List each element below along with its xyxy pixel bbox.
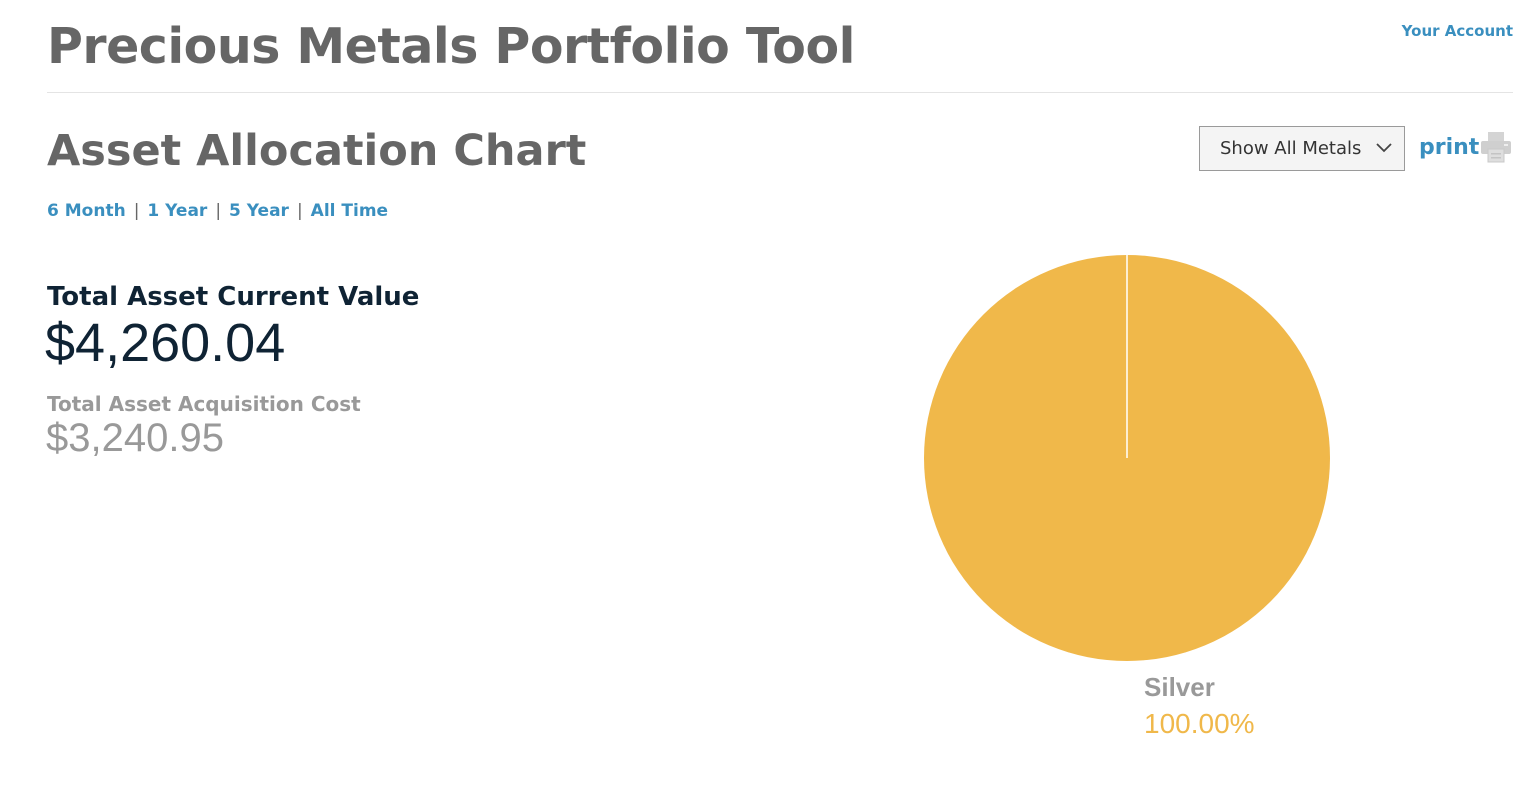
period-all-time[interactable]: All Time (310, 201, 389, 221)
period-6-month[interactable]: 6 Month (47, 201, 126, 221)
allocation-pie-chart (922, 253, 1332, 667)
period-selector: 6 Month | 1 Year | 5 Year | All Time (47, 201, 388, 221)
print-link[interactable]: print (1419, 135, 1480, 160)
period-1-year[interactable]: 1 Year (147, 201, 208, 221)
acquisition-cost-value: $3,240.95 (46, 416, 224, 460)
slice-label-silver: Silver (1144, 672, 1215, 702)
slice-percent-silver: 100.00% (1144, 708, 1255, 739)
acquisition-cost-label: Total Asset Acquisition Cost (47, 392, 361, 416)
your-account-link[interactable]: Your Account (1401, 22, 1513, 40)
printer-icon[interactable] (1480, 131, 1512, 163)
current-value: $4,260.04 (45, 313, 286, 373)
current-value-label: Total Asset Current Value (47, 282, 420, 312)
period-5-year[interactable]: 5 Year (229, 201, 289, 221)
page-title: Precious Metals Portfolio Tool (47, 18, 855, 75)
metal-filter-value: Show All Metals (1220, 138, 1362, 159)
period-separator: | (215, 201, 222, 221)
header-divider (47, 92, 1513, 93)
period-separator: | (296, 201, 303, 221)
period-separator: | (133, 201, 140, 221)
chevron-down-icon (1376, 143, 1392, 153)
metal-filter-select[interactable]: Show All Metals (1199, 126, 1405, 171)
section-title: Asset Allocation Chart (47, 126, 587, 176)
